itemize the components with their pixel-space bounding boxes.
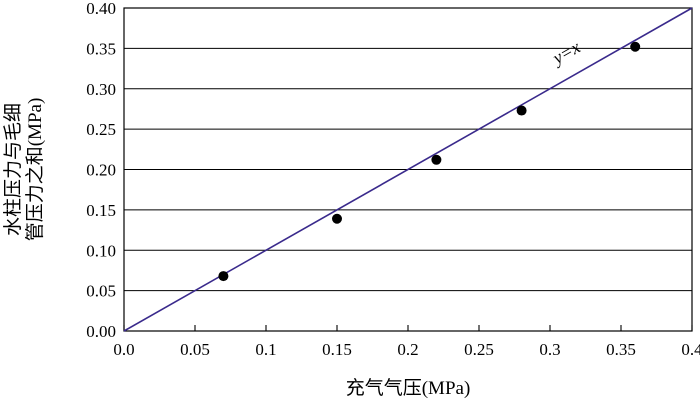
data-point [516, 105, 527, 116]
y-tick-label: 0.40 [86, 0, 116, 18]
ticks: 0.00 0.05 0.10 0.15 0.20 0.25 0.30 0.35 0.40 0.0 0… [86, 0, 700, 359]
y-axis-label: 水柱压力与毛细 管压力之和(MPa) [2, 98, 46, 242]
x-tick-label: 0.25 [464, 340, 494, 359]
y-tick-label: 0.30 [86, 80, 116, 99]
x-tick-label: 0.2 [397, 340, 418, 359]
y-tick-label: 0.10 [86, 241, 116, 260]
y-axis-label-line: 水柱压力与毛细 [2, 103, 24, 236]
x-tick-label: 0.4 [681, 340, 700, 359]
x-tick-label: 0.3 [539, 340, 560, 359]
y-tick-label: 0.15 [86, 201, 116, 220]
y-tick-label: 0.35 [86, 39, 116, 58]
data-points [218, 41, 641, 282]
data-point [630, 41, 641, 52]
reference-line-label: y=x [547, 37, 583, 69]
y-tick-label: 0.05 [86, 282, 116, 301]
x-tick-label: 0.35 [606, 340, 636, 359]
data-point [332, 213, 342, 224]
x-tick-label: 0.15 [322, 340, 352, 359]
x-tick-label: 0.05 [180, 340, 210, 359]
x-tick-label: 0.0 [113, 340, 134, 359]
data-point [218, 271, 229, 282]
data-point [431, 154, 442, 165]
y-tick-label: 0.00 [86, 322, 116, 341]
x-axis-label: 充气气压(MPa) [346, 377, 471, 399]
y-tick-label: 0.20 [86, 161, 116, 180]
x-tick-label: 0.1 [255, 340, 276, 359]
y-tick-label: 0.25 [86, 120, 116, 139]
y-axis-label-line: 管压力之和(MPa) [24, 98, 46, 242]
